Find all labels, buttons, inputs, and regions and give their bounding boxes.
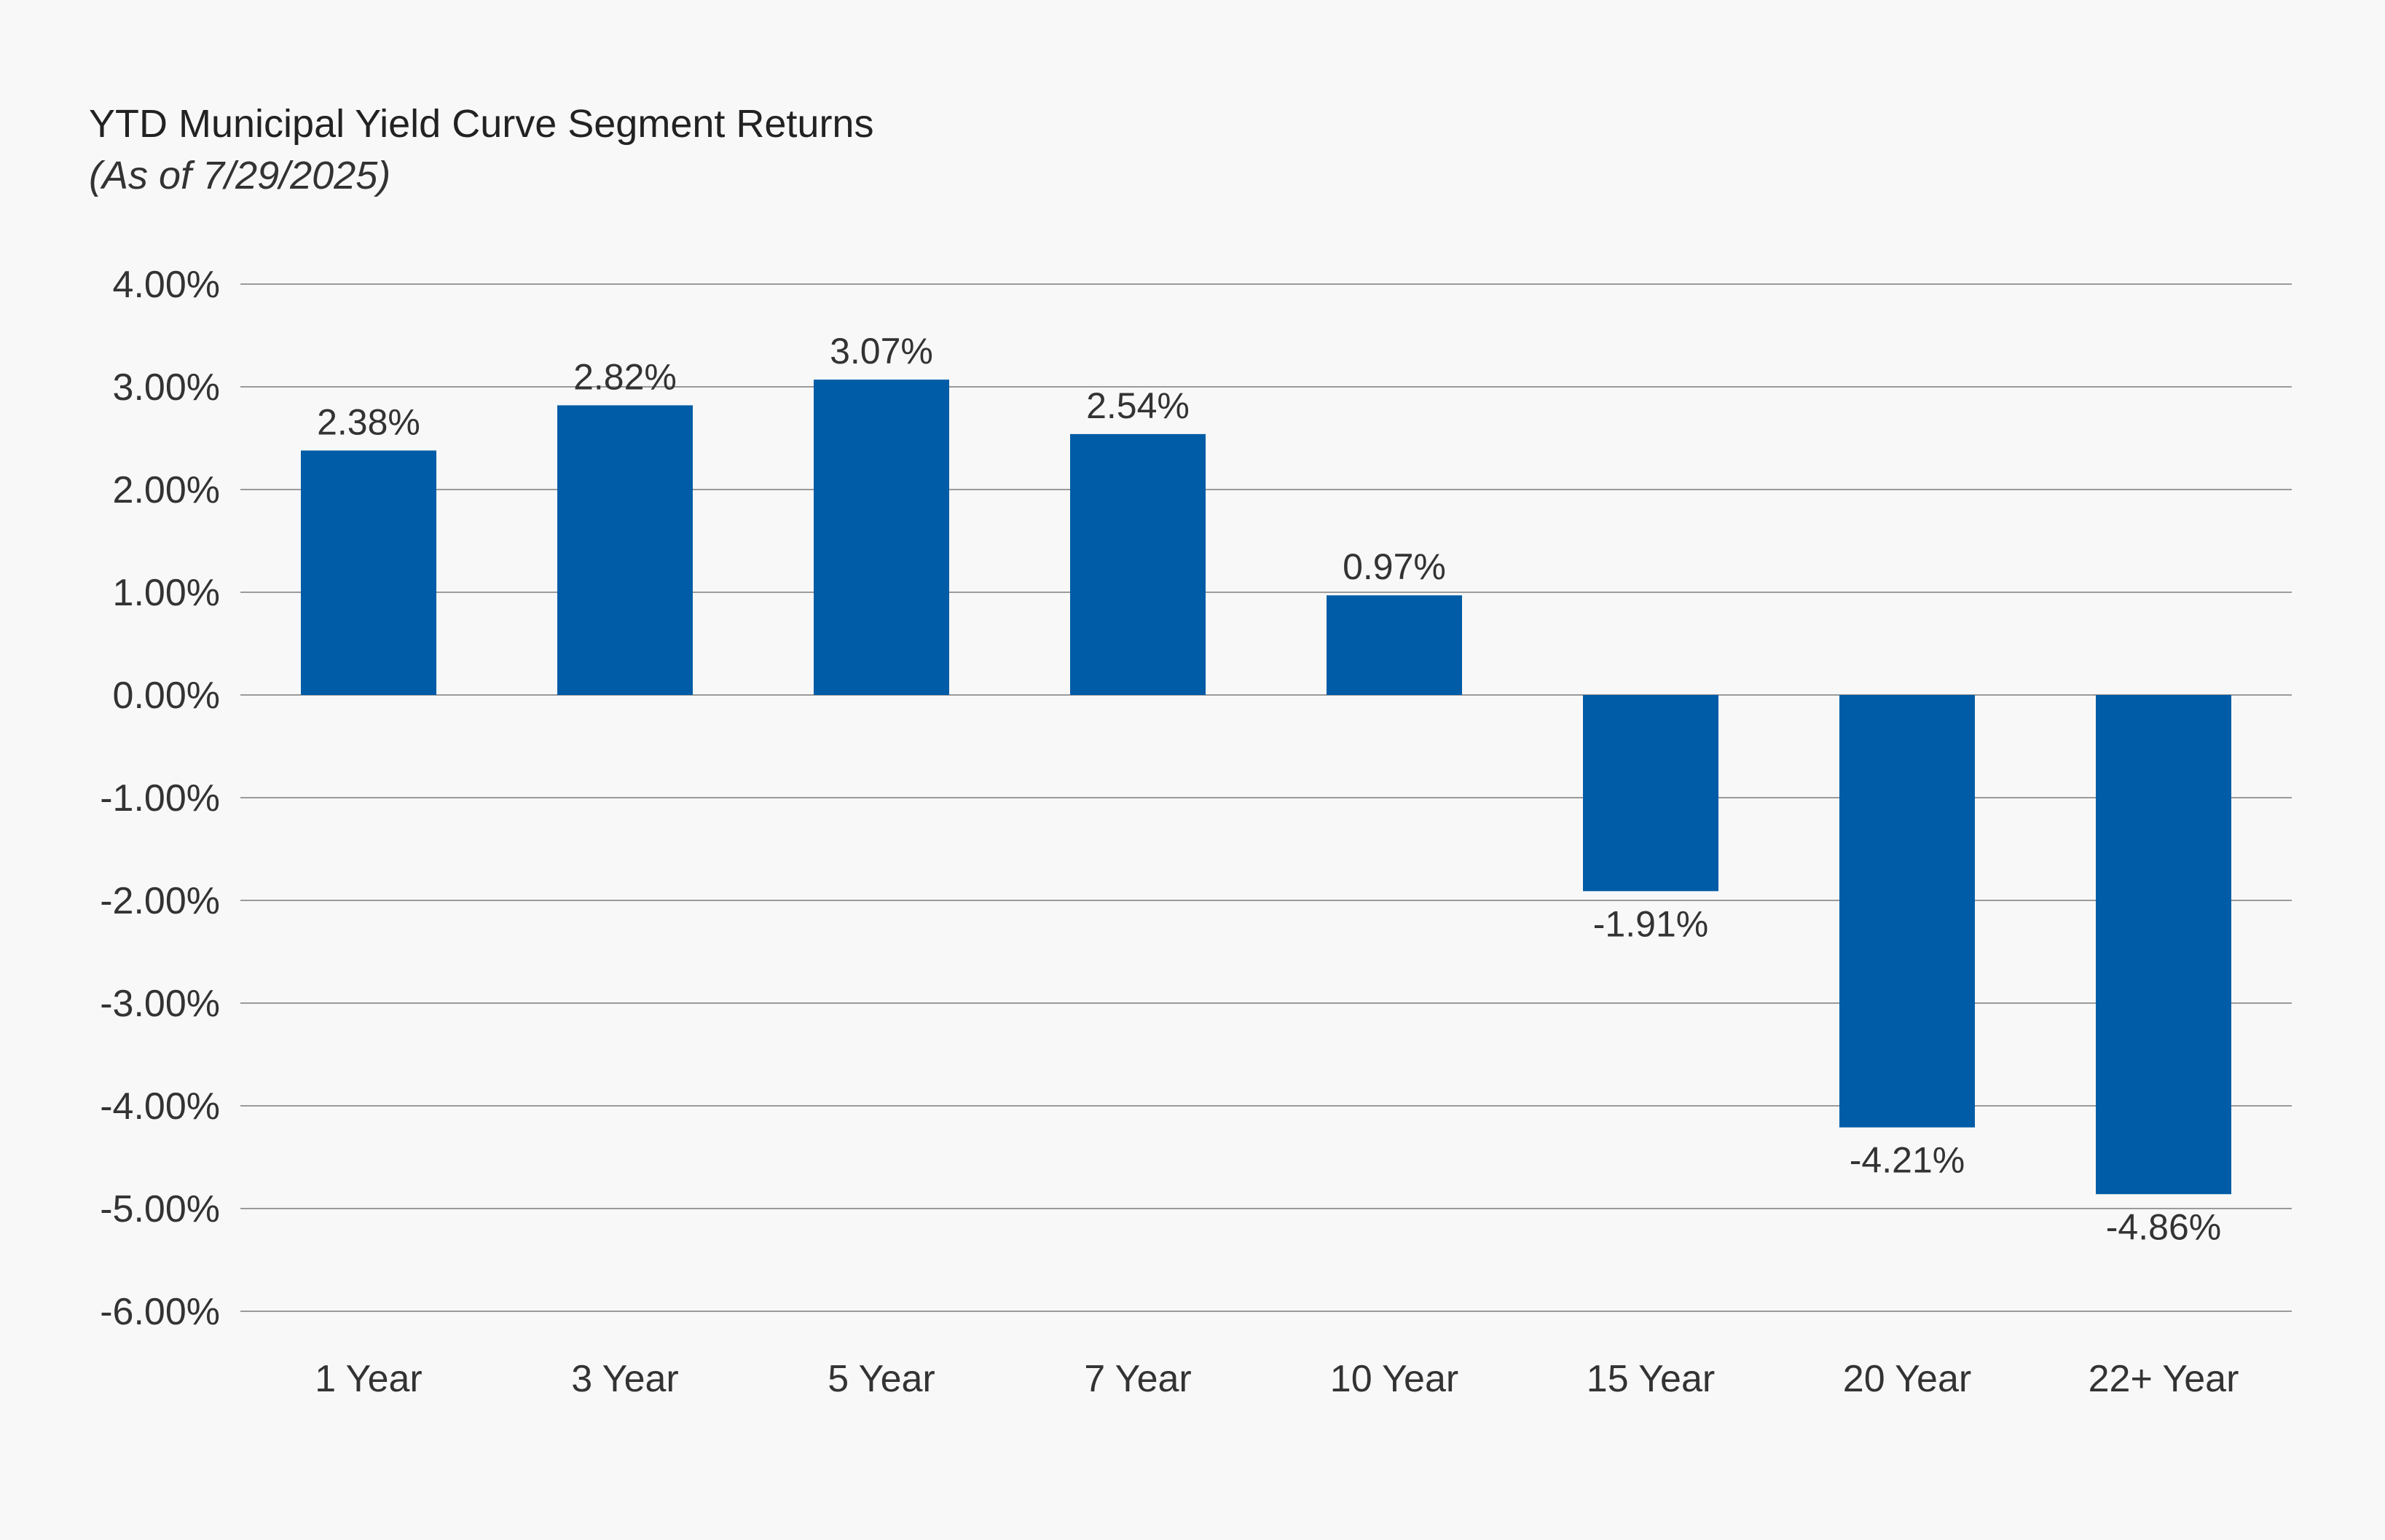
x-category-label: 10 Year: [1330, 1358, 1458, 1400]
x-category-label: 3 Year: [571, 1358, 679, 1400]
y-tick-label: 3.00%: [113, 366, 220, 409]
bar: [301, 450, 436, 695]
y-tick-label: -6.00%: [100, 1291, 220, 1333]
grid-layer: [240, 283, 2292, 1312]
bars-layer: [301, 380, 2231, 1195]
y-tick-label: -2.00%: [100, 880, 220, 922]
y-tick-label: 2.00%: [113, 469, 220, 511]
labels-layer: 4.00% 3.00% 2.00% 1.00% 0.00% -1.00% -2.00% -3.…: [100, 264, 2239, 1400]
bar: [1327, 595, 1462, 695]
x-category-label: 22+ Year: [2089, 1358, 2239, 1400]
y-tick-label: -1.00%: [100, 777, 220, 820]
title-block: YTD Municipal Yield Curve Segment Return…: [89, 98, 873, 201]
x-category-label: 7 Year: [1084, 1358, 1192, 1400]
chart-subtitle: (As of 7/29/2025): [89, 154, 391, 197]
bar: [1583, 695, 1718, 892]
bar: [2096, 695, 2231, 1195]
bar: [1070, 433, 1206, 695]
x-category-label: 1 Year: [315, 1358, 423, 1400]
data-label: -4.21%: [1850, 1140, 1965, 1181]
data-label: 3.07%: [830, 331, 933, 372]
data-label: 2.82%: [573, 356, 677, 397]
x-category-label: 20 Year: [1843, 1358, 1971, 1400]
bar: [557, 405, 693, 695]
x-category-label: 15 Year: [1587, 1358, 1715, 1400]
data-label: -1.91%: [1593, 903, 1708, 944]
y-tick-label: -5.00%: [100, 1188, 220, 1230]
data-label: 0.97%: [1343, 546, 1446, 587]
y-tick-label: 1.00%: [113, 572, 220, 614]
y-tick-label: -3.00%: [100, 983, 220, 1025]
y-tick-label: -4.00%: [100, 1085, 220, 1128]
bar: [1839, 695, 1975, 1128]
chart-title: YTD Municipal Yield Curve Segment Return…: [89, 102, 874, 146]
y-tick-label: 4.00%: [113, 264, 220, 306]
data-label: 2.38%: [317, 401, 420, 442]
bar: [814, 380, 949, 695]
data-label: -4.86%: [2106, 1206, 2221, 1247]
data-label: 2.54%: [1086, 385, 1190, 426]
y-tick-label: 0.00%: [113, 675, 220, 717]
x-category-label: 5 Year: [828, 1358, 935, 1400]
